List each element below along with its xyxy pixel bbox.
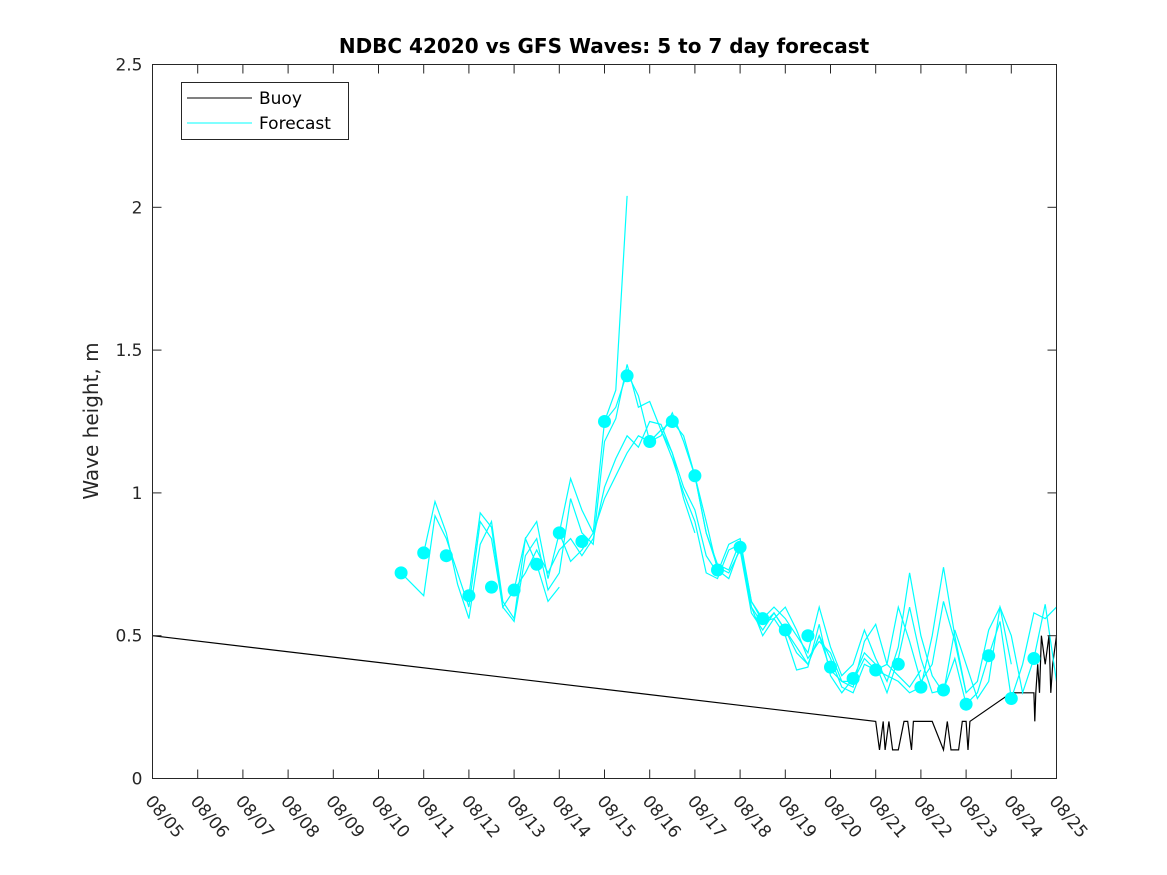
x-tick-label: 08/19 [773,792,820,842]
series-line-forecast-4 [513,420,922,689]
x-tick-label: 08/24 [999,792,1046,842]
forecast-marker [575,535,589,548]
x-tick-label: 08/10 [367,792,414,842]
x-tick-label: 08/12 [457,792,504,842]
legend-label-forecast: Forecast [259,114,331,134]
y-axis-label: Wave height, m [79,342,103,499]
x-tick-label: 08/25 [1045,792,1092,842]
series-line-forecast-5 [558,429,967,694]
forecast-marker [824,660,837,674]
forecast-marker [485,580,498,594]
x-axis: 08/0508/0608/0708/0808/0908/1008/1108/12… [141,64,1092,842]
forecast-marker [959,697,973,711]
forecast-marker [914,680,928,694]
x-tick-label: 08/06 [186,792,233,842]
x-tick-label: 08/09 [321,792,368,842]
x-tick-label: 08/13 [502,792,549,842]
forecast-marker [846,672,860,685]
x-tick-label: 08/08 [276,792,323,842]
marker-layer [394,369,1041,711]
y-tick-label: 1 [132,484,143,504]
y-tick-label: 1.5 [115,341,142,361]
x-tick-label: 08/22 [909,792,956,842]
forecast-marker [937,683,950,697]
forecast-marker [417,546,431,560]
forecast-marker [530,557,544,571]
forecast-marker [620,369,634,383]
legend-label-buoy: Buoy [259,89,302,109]
y-tick-label: 2.5 [115,56,142,76]
forecast-marker [552,526,566,540]
x-tick-label: 08/18 [728,792,775,842]
forecast-marker [711,563,724,577]
series-line-forecast-3 [468,364,696,623]
x-tick-label: 08/20 [819,792,866,842]
forecast-marker [733,540,747,554]
forecast-marker [778,623,792,637]
series-line-forecast-6 [604,371,1012,695]
forecast-marker [869,663,883,677]
legend: Buoy Forecast [181,82,349,140]
forecast-marker [688,469,702,483]
x-tick-label: 08/07 [231,792,278,842]
forecast-marker [891,657,905,671]
forecast-marker [643,435,657,448]
forecast-marker [1027,652,1041,665]
forecast-marker [462,589,476,603]
chart-title: NDBC 42020 vs GFS Waves: 5 to 7 day fore… [339,34,870,58]
forecast-marker [665,415,679,428]
x-tick-label: 08/15 [593,792,640,842]
series-line-forecast-8 [694,475,1058,700]
y-tick-label: 0 [132,770,143,790]
forecast-marker [756,612,770,626]
forecast-marker [394,566,408,580]
forecast-marker [439,549,453,563]
x-tick-label: 08/17 [683,792,730,842]
forecast-marker [801,629,815,643]
forecast-marker [598,415,611,428]
x-tick-label: 08/14 [547,792,594,842]
legend-box [181,82,349,140]
x-tick-label: 08/05 [141,792,188,842]
x-tick-label: 08/21 [864,792,911,842]
y-tick-label: 0.5 [115,627,142,647]
x-tick-label: 08/16 [638,792,685,842]
series-layer [152,195,1058,753]
x-tick-label: 08/23 [954,792,1001,842]
forecast-marker [1004,692,1018,705]
forecast-marker [982,649,996,663]
forecast-marker [507,583,521,597]
y-tick-label: 2 [132,198,143,218]
series-line-buoy [152,635,1058,753]
y-axis: 0 0.5 1 1.5 2 2.5 [115,56,1057,790]
x-tick-label: 08/11 [412,792,459,842]
